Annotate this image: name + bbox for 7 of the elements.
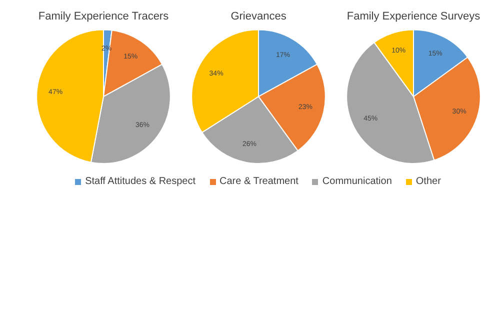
chart-title: Grievances <box>230 10 287 23</box>
chart-title: Family Experience Surveys <box>346 10 481 23</box>
legend-label: Care & Treatment <box>220 176 298 187</box>
legend-label: Other <box>416 176 441 187</box>
chart-title: Family Experience Tracers <box>38 10 170 23</box>
legend-label: Communication <box>322 176 392 187</box>
legend-label: Staff Attitudes & Respect <box>85 176 196 187</box>
